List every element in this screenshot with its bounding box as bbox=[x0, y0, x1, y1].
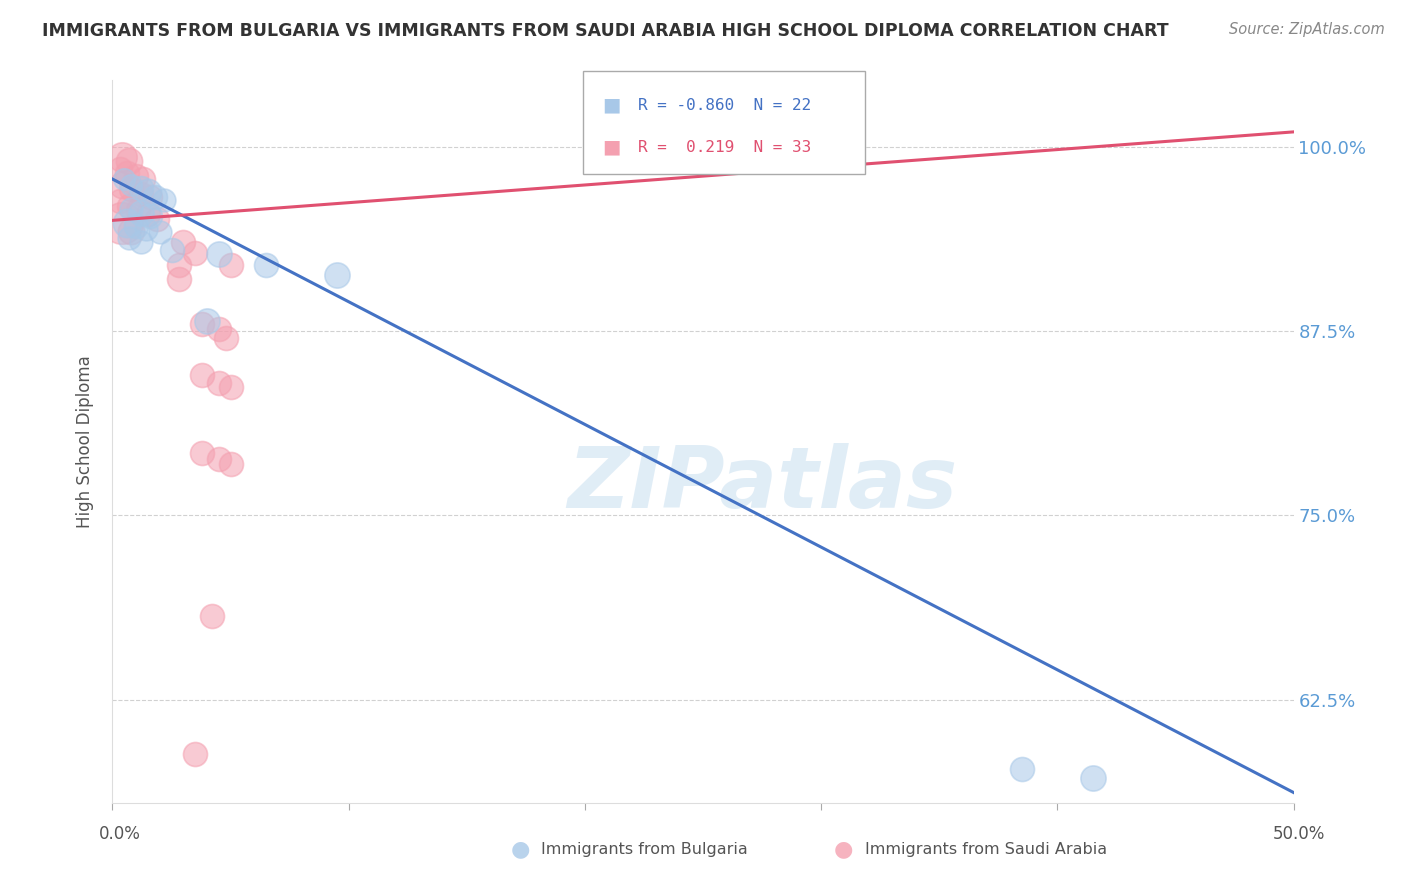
Point bbox=[195, 313, 218, 327]
Point bbox=[1011, 762, 1033, 776]
Text: Immigrants from Bulgaria: Immigrants from Bulgaria bbox=[541, 842, 748, 856]
Point bbox=[120, 182, 142, 196]
Point bbox=[136, 207, 159, 221]
Point bbox=[127, 202, 149, 217]
Point bbox=[118, 154, 141, 169]
Point bbox=[184, 747, 207, 761]
Point bbox=[219, 380, 242, 394]
Point bbox=[125, 219, 148, 234]
Point bbox=[201, 608, 224, 623]
Point bbox=[115, 216, 138, 230]
Point bbox=[167, 272, 190, 286]
Point bbox=[167, 258, 190, 272]
Text: ●: ● bbox=[510, 839, 530, 859]
Point bbox=[108, 194, 131, 209]
Text: R = -0.860  N = 22: R = -0.860 N = 22 bbox=[638, 98, 811, 112]
Point bbox=[120, 202, 142, 216]
Y-axis label: High School Diploma: High School Diploma bbox=[76, 355, 94, 528]
Point bbox=[111, 216, 134, 230]
Text: 50.0%: 50.0% bbox=[1272, 825, 1326, 843]
Point bbox=[118, 199, 141, 213]
Point bbox=[120, 178, 142, 192]
Text: IMMIGRANTS FROM BULGARIA VS IMMIGRANTS FROM SAUDI ARABIA HIGH SCHOOL DIPLOMA COR: IMMIGRANTS FROM BULGARIA VS IMMIGRANTS F… bbox=[42, 22, 1168, 40]
Point bbox=[132, 172, 155, 186]
Point bbox=[184, 245, 207, 260]
Point bbox=[208, 452, 231, 467]
Point bbox=[149, 225, 172, 239]
Point bbox=[129, 186, 152, 201]
Text: ■: ■ bbox=[602, 137, 620, 157]
Point bbox=[129, 181, 152, 195]
Point bbox=[112, 172, 135, 186]
Point bbox=[219, 457, 242, 471]
Text: Source: ZipAtlas.com: Source: ZipAtlas.com bbox=[1229, 22, 1385, 37]
Point bbox=[136, 186, 159, 200]
Point bbox=[160, 243, 183, 257]
Point bbox=[191, 368, 214, 383]
Point bbox=[1081, 771, 1104, 785]
Text: R =  0.219  N = 33: R = 0.219 N = 33 bbox=[638, 140, 811, 154]
Point bbox=[219, 258, 242, 272]
Point bbox=[208, 376, 231, 390]
Point bbox=[191, 446, 214, 460]
Point bbox=[146, 211, 169, 226]
Point bbox=[139, 209, 162, 223]
Text: ●: ● bbox=[834, 839, 853, 859]
Text: Immigrants from Saudi Arabia: Immigrants from Saudi Arabia bbox=[865, 842, 1107, 856]
Point bbox=[111, 150, 134, 164]
Point bbox=[326, 268, 349, 282]
Point bbox=[139, 190, 162, 204]
Point bbox=[143, 190, 166, 204]
Point bbox=[129, 235, 152, 250]
Text: 0.0%: 0.0% bbox=[98, 825, 141, 843]
Point bbox=[254, 258, 277, 272]
Point bbox=[172, 235, 194, 250]
Point bbox=[191, 317, 214, 331]
Text: ZIPatlas: ZIPatlas bbox=[567, 443, 957, 526]
Point bbox=[120, 224, 142, 238]
Point bbox=[153, 193, 176, 207]
Point bbox=[111, 178, 134, 192]
Point bbox=[108, 161, 131, 176]
Point bbox=[118, 231, 141, 245]
Point bbox=[208, 322, 231, 336]
Point bbox=[115, 166, 138, 180]
Point bbox=[129, 206, 152, 220]
Point bbox=[125, 169, 148, 183]
Text: ■: ■ bbox=[602, 95, 620, 115]
Point bbox=[208, 247, 231, 261]
Point bbox=[215, 331, 238, 345]
Point bbox=[135, 222, 157, 236]
